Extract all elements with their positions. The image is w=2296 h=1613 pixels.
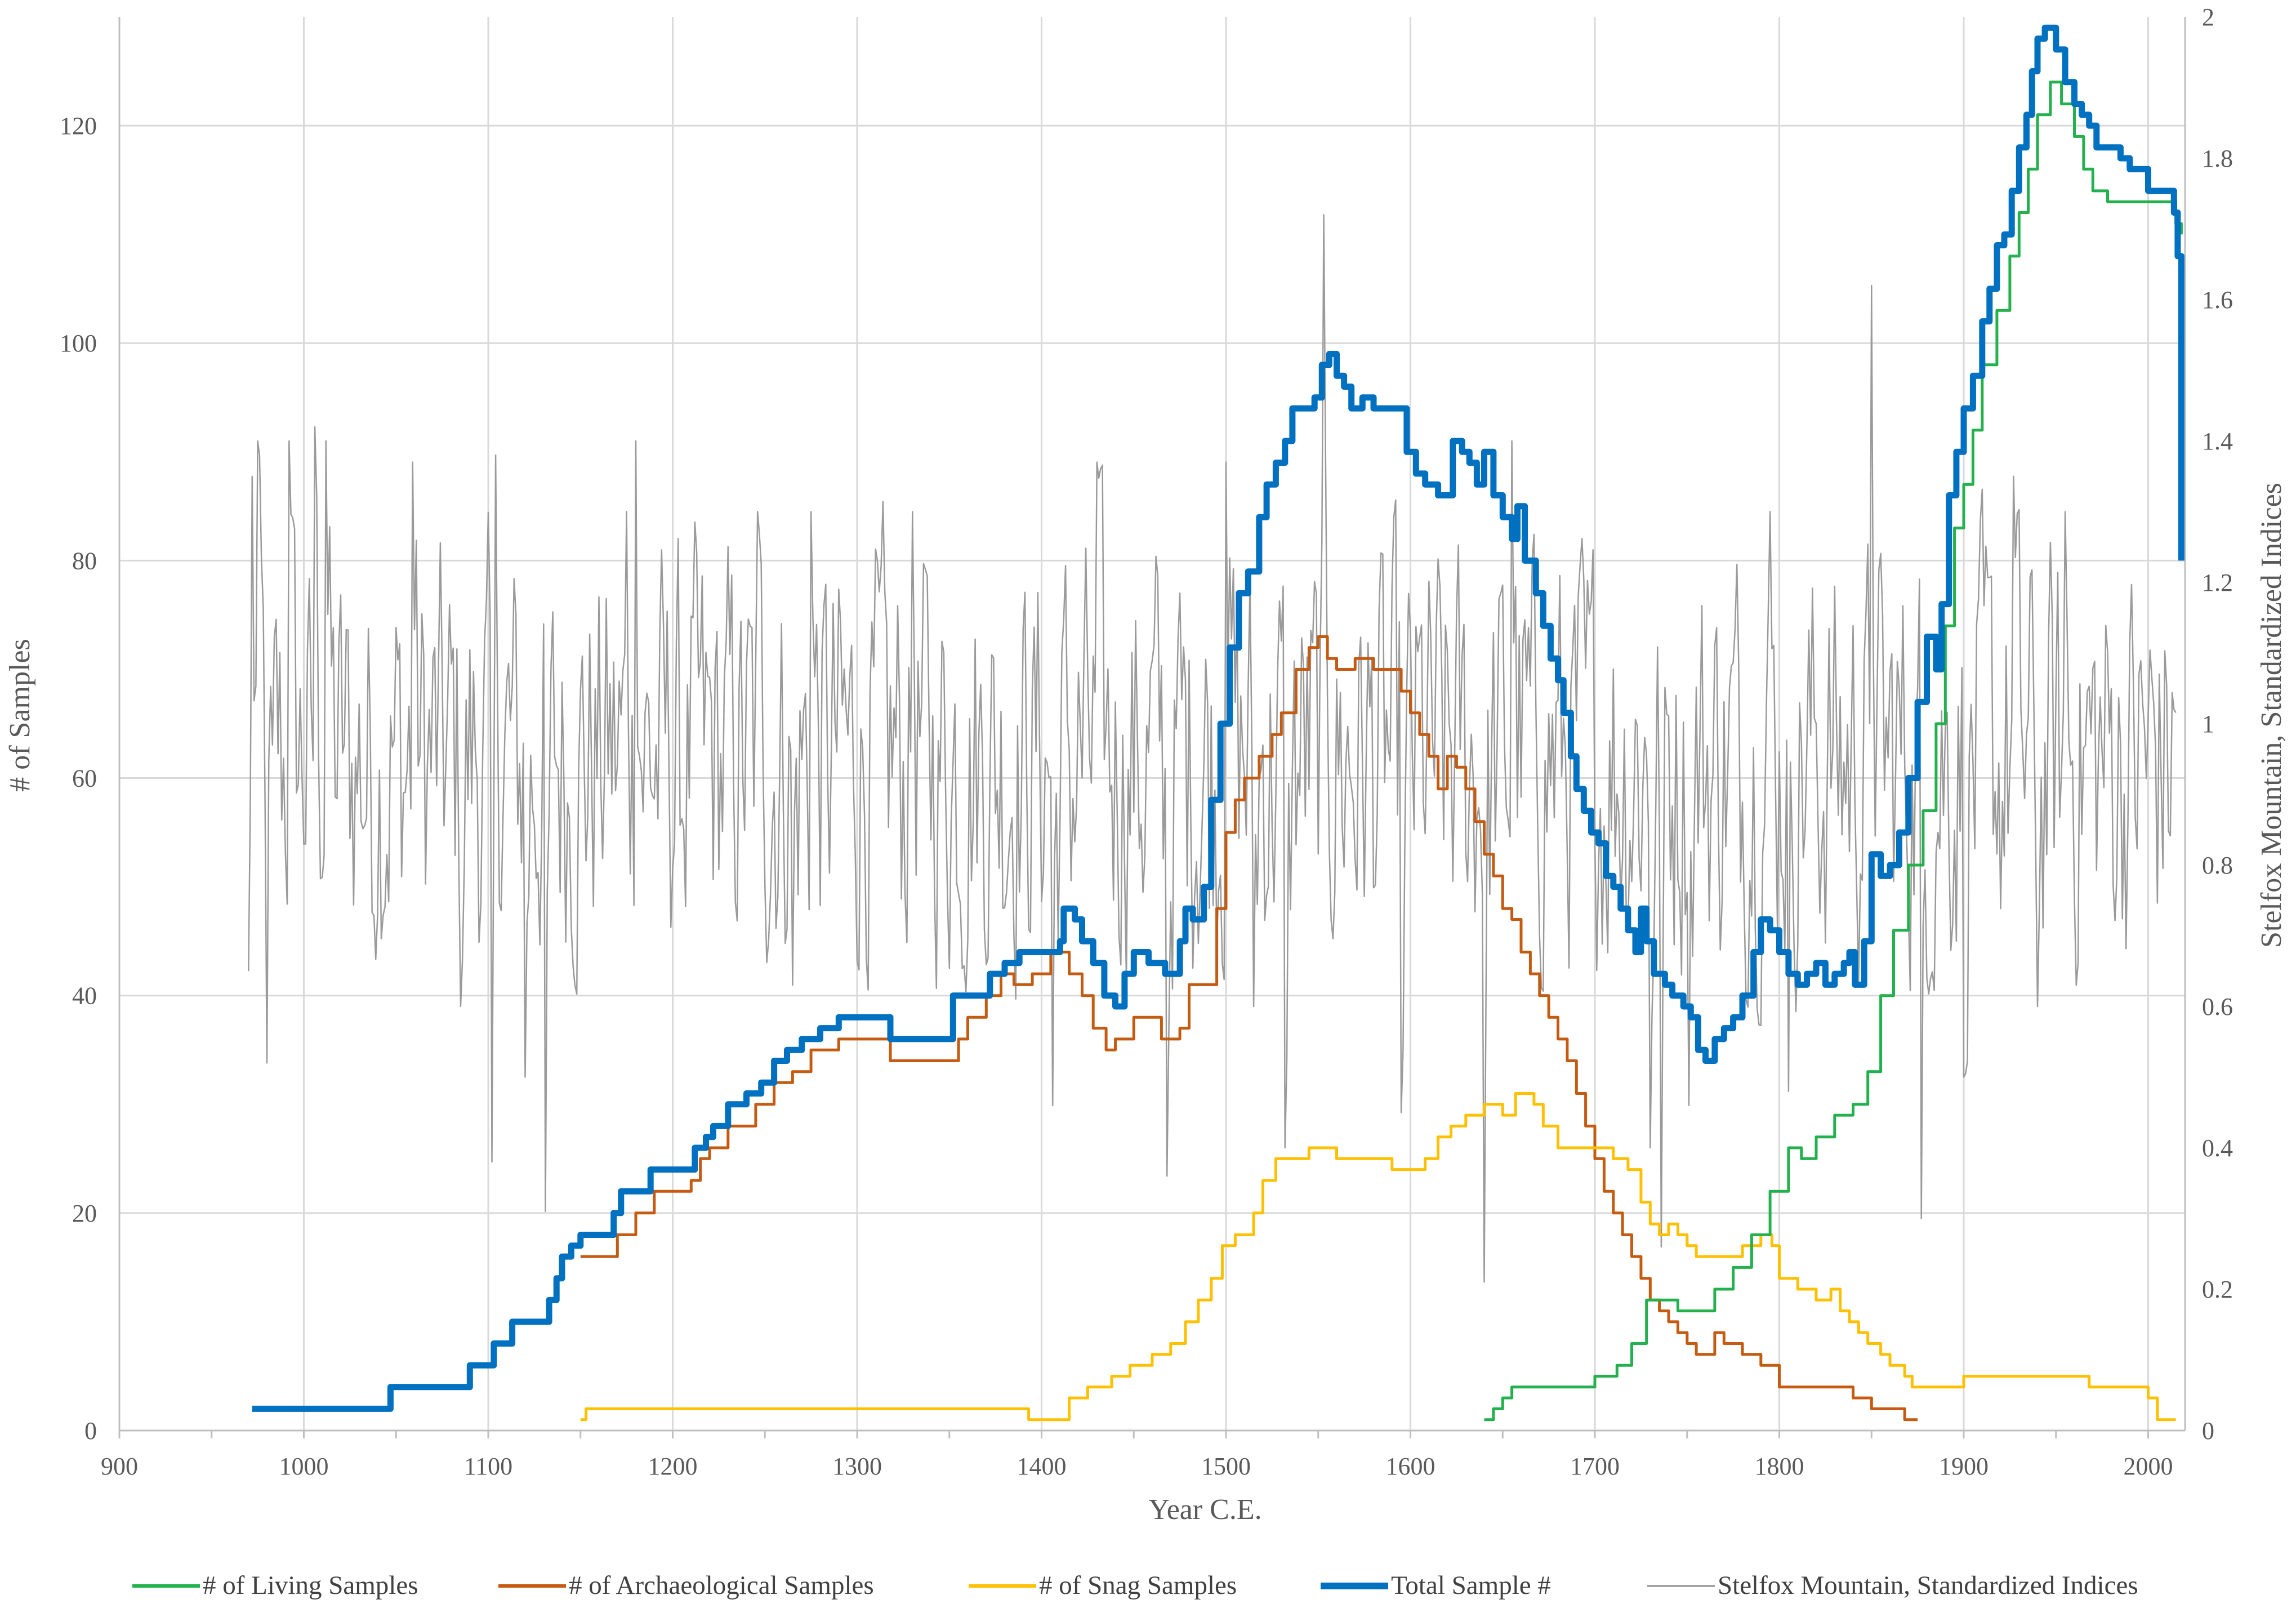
- y2-tick-label: 0.4: [2202, 1134, 2233, 1162]
- y2-tick-label: 0: [2202, 1417, 2214, 1445]
- series-line-of-snag-samples: [580, 1092, 2176, 1422]
- y2-tick-label: 1.8: [2202, 145, 2233, 172]
- legend-label-of-living-samples: # of Living Samples: [203, 1571, 418, 1600]
- y2-tick-label: 0.2: [2202, 1276, 2233, 1303]
- y2-tick-label: 1.6: [2202, 286, 2233, 314]
- y2-tick-label: 1: [2202, 710, 2214, 738]
- legend-label-total-sample: Total Sample #: [1391, 1571, 1551, 1600]
- plot-frame: [118, 17, 2186, 1438]
- y-tick-label: 80: [72, 547, 97, 574]
- x-tick-label: 1400: [1017, 1452, 1067, 1480]
- x-tick-label: 1300: [832, 1452, 882, 1480]
- x-tick-label: 1100: [464, 1452, 512, 1480]
- y-tick-label: 40: [72, 982, 97, 1010]
- legend-label-of-snag-samples: # of Snag Samples: [1039, 1571, 1237, 1600]
- y-tick-label: 120: [60, 112, 97, 140]
- y-tick-labels: 0 20 40 60 80 100 120: [60, 112, 97, 1445]
- series-line-of-archaeological-samples: [580, 635, 1918, 1422]
- series-line-stelfox-mountain-standardized-indices: [248, 214, 2177, 1283]
- y2-tick-label: 0.8: [2202, 852, 2233, 879]
- y-axis-title: # of Samples: [4, 639, 36, 792]
- x-tick-label: 1200: [648, 1452, 698, 1480]
- x-axis-title: Year C.E.: [1148, 1494, 1261, 1526]
- x-tick-label: 2000: [2124, 1452, 2173, 1480]
- x-tick-label: 900: [101, 1452, 138, 1480]
- y-tick-label: 60: [72, 765, 97, 792]
- legend-label-of-archaeological-samples: # of Archaeological Samples: [569, 1571, 874, 1600]
- series-layer: [248, 24, 2184, 1422]
- y-tick-label: 20: [72, 1200, 97, 1227]
- series-line-total-sample: [252, 24, 2184, 1412]
- y2-tick-label: 1.2: [2202, 569, 2233, 596]
- y2-tick-label: 0.6: [2202, 993, 2233, 1021]
- series-line-of-living-samples: [1484, 81, 2183, 1422]
- y2-tick-label: 2: [2202, 3, 2214, 31]
- x-tick-labels: 900 1000 1100 1200 1300 1400 1500 1600 1700 1800 1…: [101, 1452, 2173, 1480]
- y2-tick-label: 1.4: [2202, 427, 2233, 455]
- x-tick-label: 1500: [1201, 1452, 1251, 1480]
- y2-axis-title: Stelfox Mountain, Standardized Indices: [2255, 483, 2288, 948]
- x-tick-label: 1700: [1570, 1452, 1620, 1480]
- x-tick-label: 1900: [1939, 1452, 1989, 1480]
- y-tick-label: 0: [84, 1417, 97, 1445]
- x-tick-label: 1600: [1386, 1452, 1435, 1480]
- y-tick-label: 100: [60, 329, 97, 357]
- x-tick-label: 1000: [279, 1452, 329, 1480]
- legend: # of Living Samples # of Archaeological S…: [132, 1571, 2138, 1600]
- x-tick-label: 1800: [1755, 1452, 1804, 1480]
- legend-label-stelfox-mountain-standardized-indices: Stelfox Mountain, Standardized Indices: [1718, 1571, 2138, 1600]
- y2-tick-labels: 0 0.2 0.4 0.6 0.8 1 1.2 1.4 1.6 1.8 2: [2202, 3, 2233, 1445]
